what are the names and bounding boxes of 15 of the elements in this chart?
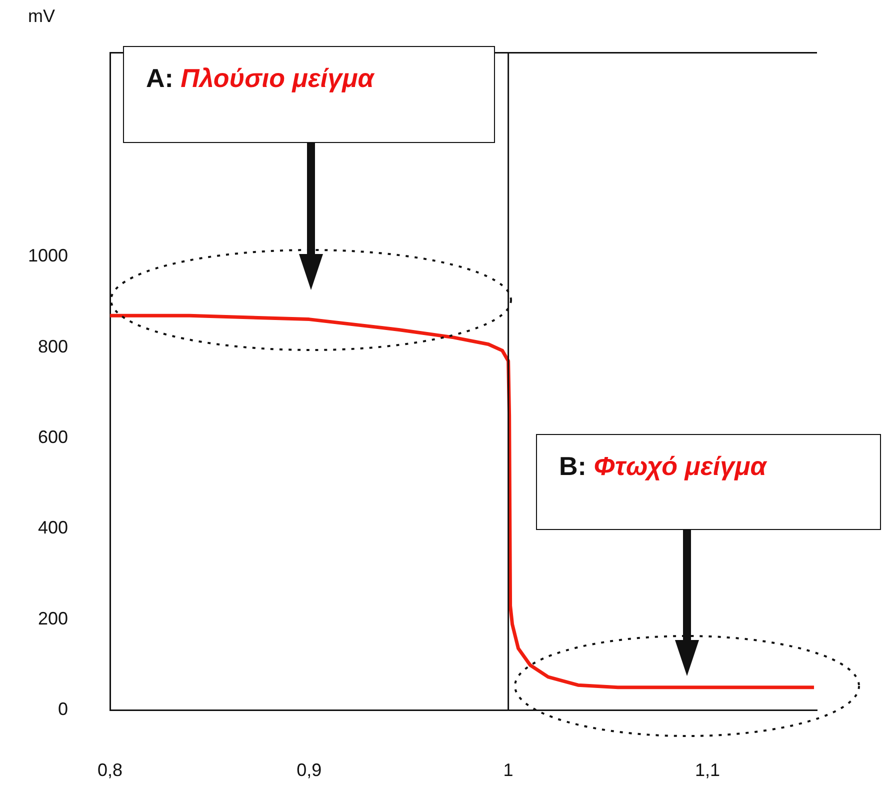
y-tick-label: 0 xyxy=(58,698,68,719)
annotation: A: Πλούσιο μείγμα xyxy=(146,63,374,93)
x-tick-label: 1 xyxy=(503,760,514,780)
y-tick-label: 400 xyxy=(38,518,68,538)
x-tick-label: 0,9 xyxy=(296,760,322,780)
x-tick-label: 0,8 xyxy=(97,760,123,780)
y-tick-label: 600 xyxy=(38,427,68,448)
label-box: B: Φτωχό μείγμα xyxy=(536,434,881,530)
annotation: B: Φτωχό μείγμα xyxy=(559,451,766,481)
label-box: A: Πλούσιο μείγμα xyxy=(123,46,495,143)
y-tick-label: 200 xyxy=(38,608,68,628)
y-tick-label: 1000 xyxy=(28,246,68,266)
y-tick-label: 800 xyxy=(38,336,68,356)
x-tick-label: 1,1 xyxy=(694,760,720,780)
y-axis-title: mV xyxy=(28,6,55,27)
